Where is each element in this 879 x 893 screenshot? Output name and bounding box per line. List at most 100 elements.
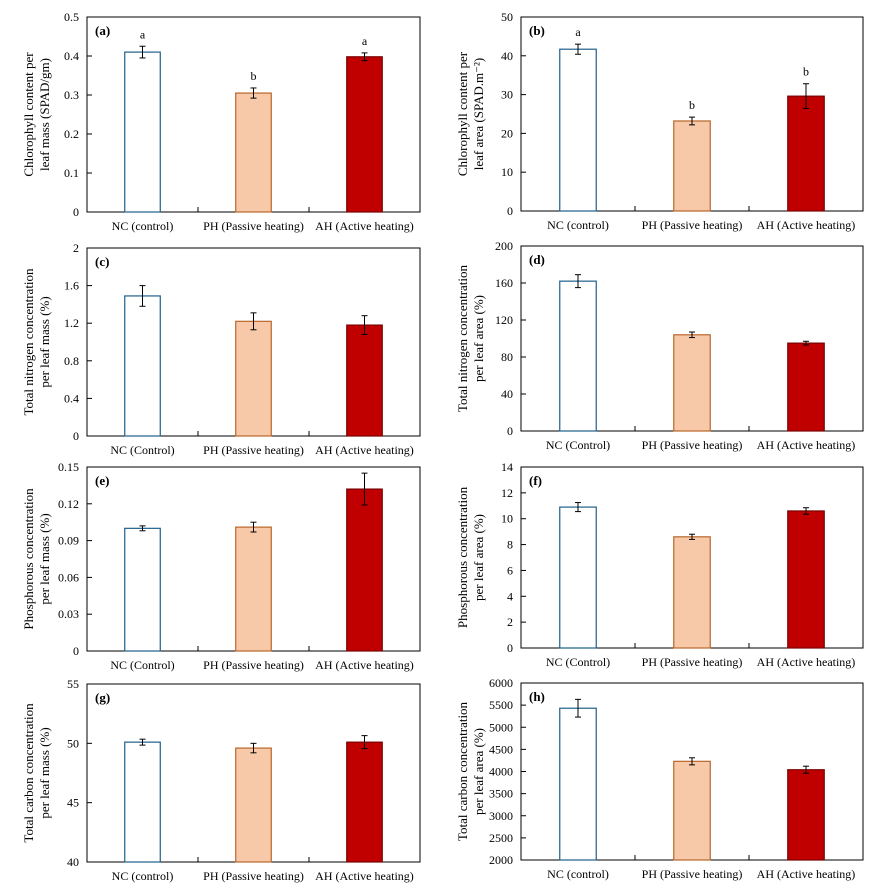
y-tick-label: 0 [507, 424, 513, 438]
bar-active [346, 324, 383, 437]
category-label: AH (Active heating) [315, 443, 414, 457]
y-axis-label: Total nitrogen concentration [455, 264, 470, 412]
category-label: PH (Passive heating) [203, 219, 304, 233]
y-tick-label: 2 [507, 615, 513, 629]
category-label: NC (control) [547, 867, 609, 881]
y-tick-label: 6 [507, 563, 513, 577]
bar-active [346, 488, 383, 652]
y-tick-label: 12 [501, 486, 513, 500]
panel-label: (e) [95, 473, 109, 488]
panel-a: 0 0.1 0.2 0.3 0.4 0.5 a NC (control) b PH (Passiv… [21, 10, 421, 233]
y-axis-label: leaf mass (SPAD/gm) [37, 58, 52, 171]
bar-control [124, 741, 161, 863]
category-label: AH (Active heating) [757, 655, 856, 669]
y-tick-label: 0.2 [64, 127, 79, 141]
panel-g: 40 45 50 55 NC (control) PH (Passive heating)… [21, 677, 421, 883]
category-label: PH (Passive heating) [642, 655, 743, 669]
panel-label: (g) [95, 690, 110, 705]
y-axis-label: leaf area (SPAD.m⁻²) [471, 58, 486, 170]
bar-control [124, 295, 161, 437]
y-axis-label: per leaf mass (%) [37, 513, 52, 604]
y-tick-label: 0.12 [58, 497, 79, 511]
bar-passive [673, 120, 711, 212]
category-label: AH (Active heating) [315, 658, 414, 672]
bar-passive [673, 536, 711, 649]
y-axis-label: Chlorophyll content per [455, 51, 470, 176]
panel-label: (d) [529, 252, 545, 267]
category-label: NC (Control) [110, 443, 174, 457]
category-label: AH (Active heating) [315, 219, 414, 233]
category-label: PH (Passive heating) [642, 438, 743, 452]
y-axis-label: per leaf area (%) [471, 728, 486, 815]
y-tick-label: 40 [67, 855, 79, 869]
category-label: AH (Active heating) [757, 867, 856, 881]
significance-letter: b [803, 65, 809, 79]
y-tick-label: 0 [507, 641, 513, 655]
y-tick-label: 0 [73, 429, 79, 443]
bar-active [346, 56, 383, 213]
y-tick-label: 0.4 [64, 391, 79, 405]
y-tick-label: 40 [501, 49, 513, 63]
y-tick-label: 0.4 [64, 49, 79, 63]
y-tick-label: 5000 [489, 720, 513, 734]
bar-control [124, 51, 161, 213]
bar-control [124, 527, 161, 652]
y-tick-label: 0.15 [58, 460, 79, 474]
category-label: NC (Control) [546, 438, 610, 452]
panel-f: 0 2 4 6 8 10 12 14 NC (Control) PH (Passive heati… [455, 460, 864, 669]
y-tick-label: 1.6 [64, 279, 79, 293]
y-axis-label: Chlorophyll content per [21, 52, 36, 177]
y-tick-label: 200 [495, 239, 513, 253]
y-tick-label: 10 [501, 512, 513, 526]
bar-passive [235, 747, 272, 863]
panel-label: (f) [529, 473, 542, 488]
y-tick-label: 20 [501, 126, 513, 140]
y-tick-label: 2000 [489, 853, 513, 867]
bar-active [787, 769, 825, 861]
y-axis-label: per leaf mass (%) [37, 727, 52, 818]
y-axis-label: per leaf area (%) [471, 514, 486, 601]
y-tick-label: 55 [67, 677, 79, 691]
y-tick-label: 0 [73, 644, 79, 658]
y-tick-label: 10 [501, 165, 513, 179]
significance-letter: a [575, 25, 581, 39]
panel-d: 0 40 80 120 160 200 NC (Control) PH (Passive he… [455, 239, 864, 452]
y-tick-label: 50 [67, 736, 79, 750]
panel-label: (b) [529, 23, 545, 38]
bar-control [559, 506, 597, 649]
bar-control [559, 48, 597, 212]
category-label: PH (Passive heating) [203, 869, 304, 883]
category-label: NC (control) [112, 869, 174, 883]
y-tick-label: 14 [501, 460, 513, 474]
y-tick-label: 30 [501, 88, 513, 102]
y-tick-label: 0.8 [64, 354, 79, 368]
category-label: AH (Active heating) [315, 869, 414, 883]
y-tick-label: 120 [495, 313, 513, 327]
y-tick-label: 1.2 [64, 316, 79, 330]
y-tick-label: 4 [507, 589, 513, 603]
significance-letter: a [362, 34, 368, 48]
significance-letter: b [689, 98, 695, 112]
y-tick-label: 5500 [489, 698, 513, 712]
y-axis-label: per leaf mass (%) [37, 296, 52, 387]
y-tick-label: 4000 [489, 765, 513, 779]
panel-e: 0 0.03 0.06 0.09 0.12 0.15 NC (Control) PH (Pas… [21, 460, 421, 672]
panel-label: (h) [529, 689, 545, 704]
bar-control [559, 707, 597, 861]
category-label: NC (control) [547, 218, 609, 232]
y-tick-label: 50 [501, 10, 513, 24]
y-tick-label: 0.03 [58, 607, 79, 621]
panel-h: 2000 2500 3000 3500 4000 4500 5000 5500 6000 NC (… [455, 676, 864, 881]
significance-letter: b [251, 69, 257, 83]
bar-passive [673, 334, 711, 432]
y-tick-label: 8 [507, 538, 513, 552]
y-tick-label: 0.09 [58, 534, 79, 548]
y-axis-label: Total nitrogen concentration [21, 268, 36, 416]
bar-passive [673, 760, 711, 861]
category-label: NC (control) [112, 219, 174, 233]
y-tick-label: 3500 [489, 787, 513, 801]
bar-active [787, 510, 825, 649]
bar-passive [235, 92, 272, 213]
y-tick-label: 0.5 [64, 10, 79, 24]
